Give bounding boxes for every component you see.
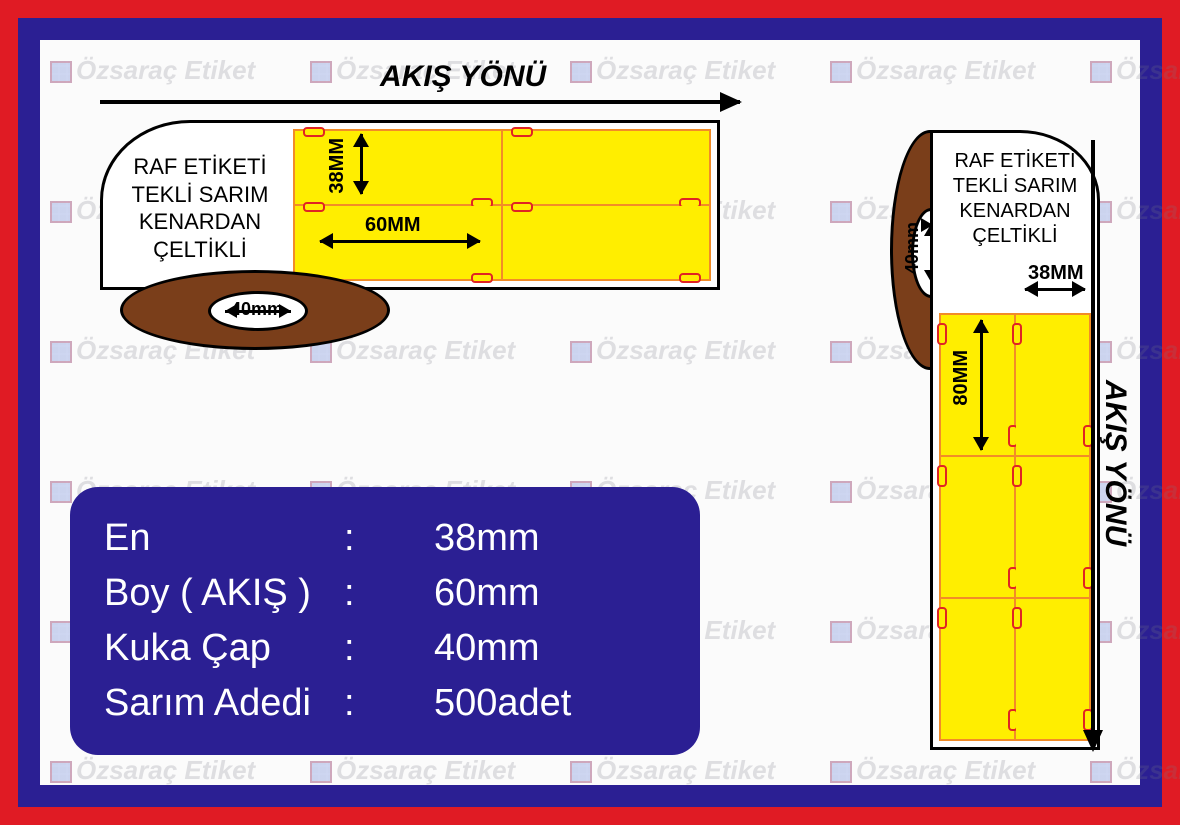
caption-line: ÇELTİKLİ [115, 236, 285, 264]
left-label-grid [293, 129, 711, 281]
left-roll-diagram: RAF ETİKETİ TEKLİ SARIM KENARDAN ÇELTİKL… [100, 120, 720, 350]
spec-key: Boy ( AKIŞ ) [104, 566, 344, 621]
flow-direction-top-label: AKIŞ YÖNÜ [380, 60, 546, 94]
label-cell [1016, 315, 1089, 455]
label-cell [503, 206, 709, 279]
dim-60mm-arrow [320, 240, 480, 243]
right-roll-diagram: 40mm RAF ETİKETİ TEKLİ SARIM KENARDAN ÇE… [830, 130, 1100, 750]
label-cell [1016, 457, 1089, 597]
left-core: 40mm [120, 270, 390, 350]
label-cell [1016, 599, 1089, 739]
dim-60mm-label: 60MM [365, 214, 421, 237]
dim-80mm-label: 80MM [950, 350, 973, 406]
left-strip: RAF ETİKETİ TEKLİ SARIM KENARDAN ÇELTİKL… [100, 120, 720, 290]
spec-value: 38mm [374, 511, 666, 566]
dim-38mm-arrow [360, 134, 363, 194]
dim-38mm-right-arrow [1025, 288, 1085, 291]
label-cell [941, 457, 1014, 597]
caption-line: TEKLİ SARIM [937, 174, 1093, 199]
spec-row: Kuka Çap:40mm [104, 621, 666, 676]
caption-line: KENARDAN [115, 208, 285, 236]
dim-38mm-label: 38MM [326, 138, 349, 194]
spec-row: En:38mm [104, 511, 666, 566]
spec-value: 40mm [374, 621, 666, 676]
caption-line: TEKLİ SARIM [115, 181, 285, 209]
spec-value: 60mm [374, 566, 666, 621]
spec-key: Kuka Çap [104, 621, 344, 676]
spec-panel: En:38mmBoy ( AKIŞ ):60mmKuka Çap:40mmSar… [70, 487, 700, 755]
caption-line: ÇELTİKLİ [937, 224, 1093, 249]
left-core-label: 40mm [231, 299, 283, 320]
spec-colon: : [344, 511, 374, 566]
caption-line: RAF ETİKETİ [115, 153, 285, 181]
spec-colon: : [344, 566, 374, 621]
label-cell [941, 599, 1014, 739]
spec-colon: : [344, 621, 374, 676]
dim-80mm-arrow [980, 320, 983, 450]
spec-key: En [104, 511, 344, 566]
caption-line: KENARDAN [937, 199, 1093, 224]
dim-38mm-right-label: 38MM [1028, 262, 1084, 285]
spec-colon: : [344, 676, 374, 731]
left-strip-caption: RAF ETİKETİ TEKLİ SARIM KENARDAN ÇELTİKL… [115, 153, 285, 263]
right-core-label: 40mm [902, 222, 923, 274]
label-cell [503, 131, 709, 204]
caption-line: RAF ETİKETİ [937, 149, 1093, 174]
flow-direction-right-label: AKIŞ YÖNÜ [1098, 380, 1132, 546]
right-strip: RAF ETİKETİ TEKLİ SARIM KENARDAN ÇELTİKL… [930, 130, 1100, 750]
right-strip-caption: RAF ETİKETİ TEKLİ SARIM KENARDAN ÇELTİKL… [937, 149, 1093, 249]
spec-value: 500adet [374, 676, 666, 731]
flow-direction-right-arrow [1091, 140, 1095, 750]
spec-key: Sarım Adedi [104, 676, 344, 731]
spec-row: Sarım Adedi:500adet [104, 676, 666, 731]
spec-row: Boy ( AKIŞ ):60mm [104, 566, 666, 621]
flow-direction-top-arrow [100, 100, 740, 104]
